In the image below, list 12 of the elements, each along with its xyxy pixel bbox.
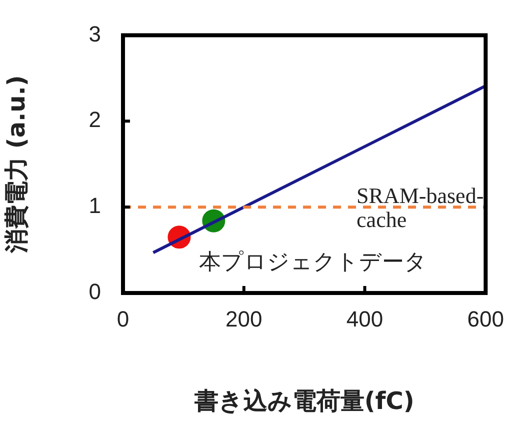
series-label: 本プロジェクトデータ: [199, 250, 428, 275]
x-tick-label: 200: [226, 306, 262, 332]
y-tick-label: 2: [88, 107, 101, 132]
ref-line-label: SRAM-based-cache: [356, 183, 484, 232]
y-tick-label: 1: [88, 193, 101, 218]
y-tick-label: 0: [88, 279, 101, 304]
y-axis-title: 消費電力 (a.u.): [2, 75, 31, 254]
x-tick-label: 0: [116, 306, 130, 332]
y-tick-label: 3: [88, 21, 101, 46]
x-axis-title: 書き込み電荷量(fC): [193, 386, 414, 415]
x-tick-label: 600: [467, 306, 504, 332]
x-tick-label: 400: [346, 306, 384, 332]
